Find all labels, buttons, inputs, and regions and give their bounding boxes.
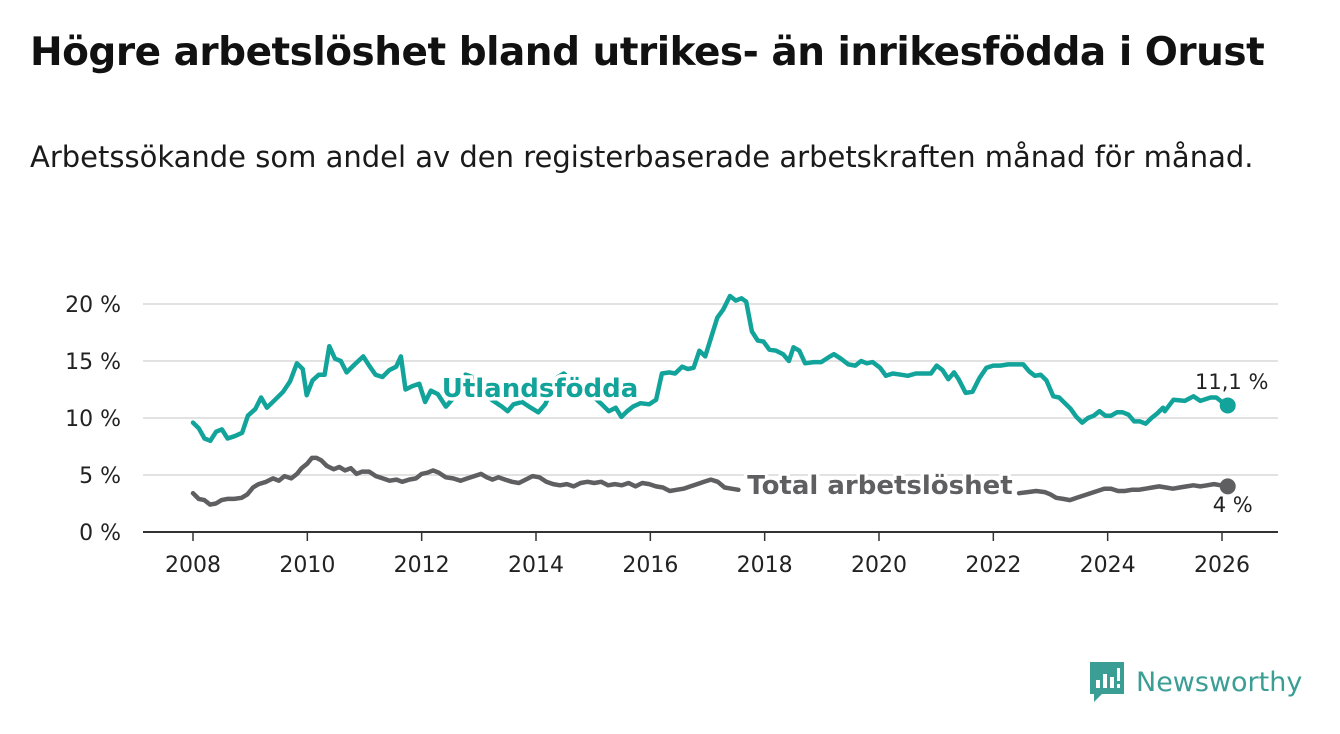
series-label-utlandsfodda: Utlandsfödda (442, 374, 639, 404)
end-label-total: 4 % (1213, 493, 1253, 517)
brand-logo: Newsworthy (1088, 660, 1302, 704)
x-tick-label: 2024 (1080, 553, 1136, 578)
y-tick-label: 10 % (65, 407, 121, 432)
x-tick-label: 2016 (622, 553, 678, 578)
series-label-total: Total arbetslöshet (747, 471, 1012, 501)
brand-name: Newsworthy (1136, 666, 1303, 698)
x-tick-label: 2014 (508, 553, 564, 578)
series-line-utlandsfodda (190, 293, 1230, 444)
end-point-total (1219, 478, 1236, 495)
x-tick-label: 2020 (851, 553, 907, 578)
end-label-utlandsfodda: 11,1 % (1195, 370, 1268, 394)
chart-title: Högre arbetslöshet bland utrikes- än inr… (30, 30, 1265, 75)
series-line-total (190, 455, 741, 507)
x-tick-label: 2026 (1194, 553, 1250, 578)
series-line-total (1016, 481, 1230, 503)
y-tick-label: 5 % (79, 464, 121, 489)
x-tick-label: 2018 (737, 553, 793, 578)
x-tick-label: 2010 (279, 553, 335, 578)
x-tick-label: 2012 (394, 553, 450, 578)
x-tick-label: 2022 (965, 553, 1021, 578)
y-tick-label: 15 % (65, 350, 121, 375)
newsworthy-logo-icon (1090, 662, 1124, 702)
end-point-utlandsfodda (1219, 397, 1236, 414)
x-tick-label: 2008 (165, 553, 221, 578)
y-tick-label: 20 % (65, 293, 121, 318)
chart-subtitle: Arbetssökande som andel av den registerb… (30, 140, 1254, 174)
y-tick-label: 0 % (79, 521, 121, 546)
